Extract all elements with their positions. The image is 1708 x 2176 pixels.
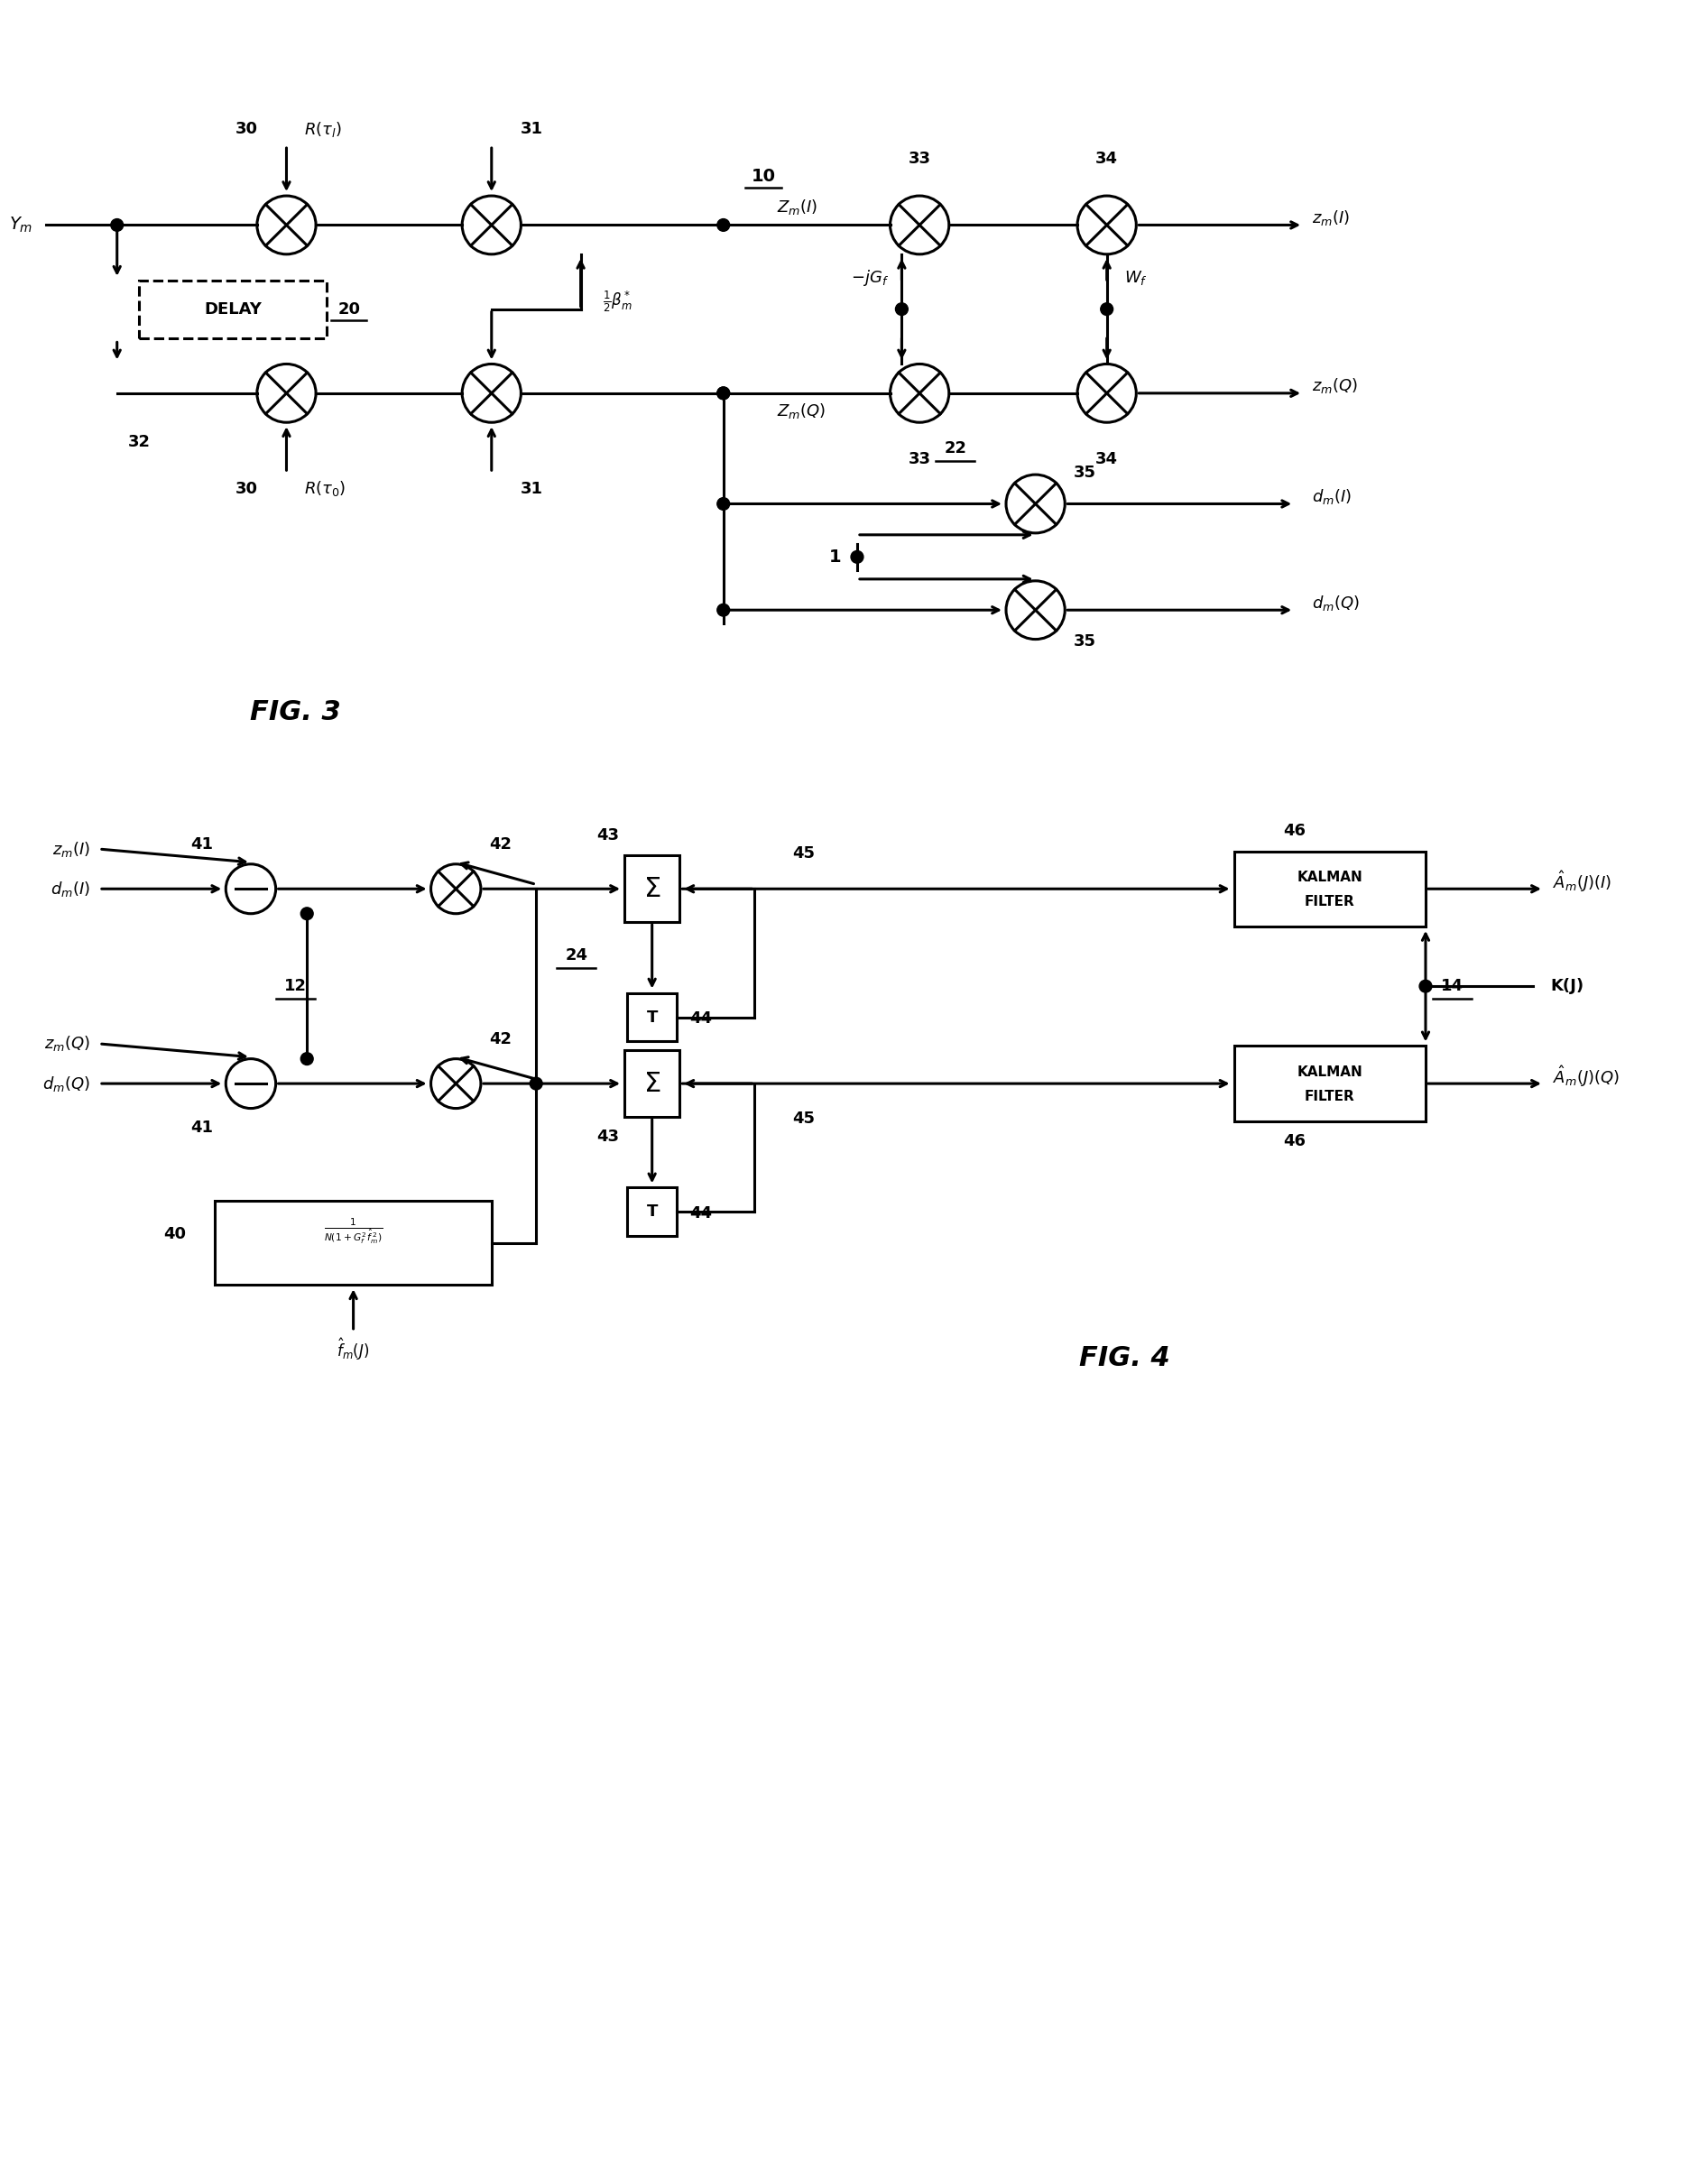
Circle shape (717, 498, 729, 509)
Circle shape (717, 387, 729, 400)
Circle shape (851, 551, 863, 564)
Text: $z_m(Q)$: $z_m(Q)$ (1312, 376, 1358, 396)
Text: 45: 45 (793, 1112, 815, 1127)
Text: 46: 46 (1283, 823, 1305, 840)
Text: $Z_m(I)$: $Z_m(I)$ (777, 198, 818, 218)
Text: FILTER: FILTER (1305, 894, 1354, 910)
Text: FIG. 3: FIG. 3 (249, 698, 342, 725)
Text: KALMAN: KALMAN (1296, 1066, 1363, 1079)
Text: 1: 1 (828, 548, 840, 566)
Circle shape (717, 605, 729, 616)
Text: $Y_m$: $Y_m$ (9, 215, 32, 235)
Bar (1233, 851, 1426, 927)
Text: $d_m(Q)$: $d_m(Q)$ (1312, 594, 1360, 611)
Text: 14: 14 (1442, 977, 1464, 994)
Text: $z_m(I)$: $z_m(I)$ (1312, 209, 1349, 228)
Text: $\hat{A}_m(J)(Q)$: $\hat{A}_m(J)(Q)$ (1553, 1064, 1619, 1088)
Text: $d_m(I)$: $d_m(I)$ (51, 879, 91, 899)
Bar (625, 855, 680, 923)
Text: 44: 44 (690, 1012, 712, 1027)
Text: $\frac{1}{N(1+G_f^2\,\hat{f}_m^{\;2})}$: $\frac{1}{N(1+G_f^2\,\hat{f}_m^{\;2})}$ (325, 1216, 383, 1247)
Bar (140, 281, 326, 337)
Text: FIG. 4: FIG. 4 (1079, 1345, 1170, 1371)
Text: 43: 43 (596, 1129, 618, 1145)
Text: 10: 10 (752, 168, 775, 185)
Text: $W_f$: $W_f$ (1124, 270, 1148, 287)
Text: 34: 34 (1095, 150, 1119, 168)
Text: 44: 44 (690, 1206, 712, 1221)
Text: $d_m(I)$: $d_m(I)$ (1312, 487, 1351, 507)
Bar (627, 992, 676, 1042)
Text: 42: 42 (488, 1031, 512, 1047)
Text: $\frac{1}{2}\beta_m^*$: $\frac{1}{2}\beta_m^*$ (603, 289, 632, 313)
Circle shape (111, 220, 123, 231)
Circle shape (301, 1053, 313, 1064)
Text: 34: 34 (1095, 450, 1119, 468)
Text: 45: 45 (793, 844, 815, 862)
Text: $R(\tau_0)$: $R(\tau_0)$ (304, 479, 347, 498)
Text: 35: 35 (1073, 633, 1097, 648)
Text: 42: 42 (488, 836, 512, 853)
Text: 24: 24 (565, 947, 588, 964)
Text: $\Sigma$: $\Sigma$ (644, 1071, 661, 1097)
Bar (1233, 1047, 1426, 1121)
Circle shape (717, 220, 729, 231)
Text: $\hat{A}_m(J)(I)$: $\hat{A}_m(J)(I)$ (1553, 868, 1612, 894)
Circle shape (717, 387, 729, 400)
Text: 31: 31 (521, 481, 543, 496)
Text: 31: 31 (521, 122, 543, 137)
Text: 12: 12 (284, 977, 307, 994)
Circle shape (895, 302, 909, 316)
Text: 46: 46 (1283, 1134, 1305, 1149)
Text: $z_m(Q)$: $z_m(Q)$ (44, 1034, 91, 1053)
Text: 41: 41 (191, 836, 214, 853)
Text: FILTER: FILTER (1305, 1090, 1354, 1103)
Text: 35: 35 (1073, 466, 1097, 481)
Bar (625, 1051, 680, 1116)
Text: 33: 33 (909, 150, 931, 168)
Text: 43: 43 (596, 827, 618, 844)
Text: T: T (646, 1010, 658, 1025)
Text: 40: 40 (164, 1225, 186, 1242)
Text: $\Sigma$: $\Sigma$ (644, 875, 661, 901)
Bar (627, 1188, 676, 1236)
Text: DELAY: DELAY (205, 300, 261, 318)
Text: $d_m(Q)$: $d_m(Q)$ (43, 1075, 91, 1092)
Circle shape (301, 907, 313, 920)
Text: $\hat{f}_m(J)$: $\hat{f}_m(J)$ (336, 1336, 369, 1362)
Text: 33: 33 (909, 450, 931, 468)
Bar (215, 1201, 492, 1286)
Text: 32: 32 (128, 433, 150, 450)
Text: $Z_m(Q)$: $Z_m(Q)$ (777, 400, 825, 420)
Circle shape (1419, 979, 1431, 992)
Text: $z_m(I)$: $z_m(I)$ (53, 840, 91, 860)
Circle shape (1100, 302, 1114, 316)
Text: KALMAN: KALMAN (1296, 870, 1363, 883)
Text: 30: 30 (236, 481, 258, 496)
Text: K(J): K(J) (1551, 977, 1583, 994)
Text: 41: 41 (191, 1121, 214, 1136)
Text: T: T (646, 1203, 658, 1221)
Text: $R(\tau_l)$: $R(\tau_l)$ (304, 120, 342, 139)
Text: 20: 20 (338, 300, 360, 318)
Text: 22: 22 (945, 440, 967, 457)
Text: 30: 30 (236, 122, 258, 137)
Circle shape (529, 1077, 543, 1090)
Text: $-jG_f$: $-jG_f$ (851, 268, 888, 287)
